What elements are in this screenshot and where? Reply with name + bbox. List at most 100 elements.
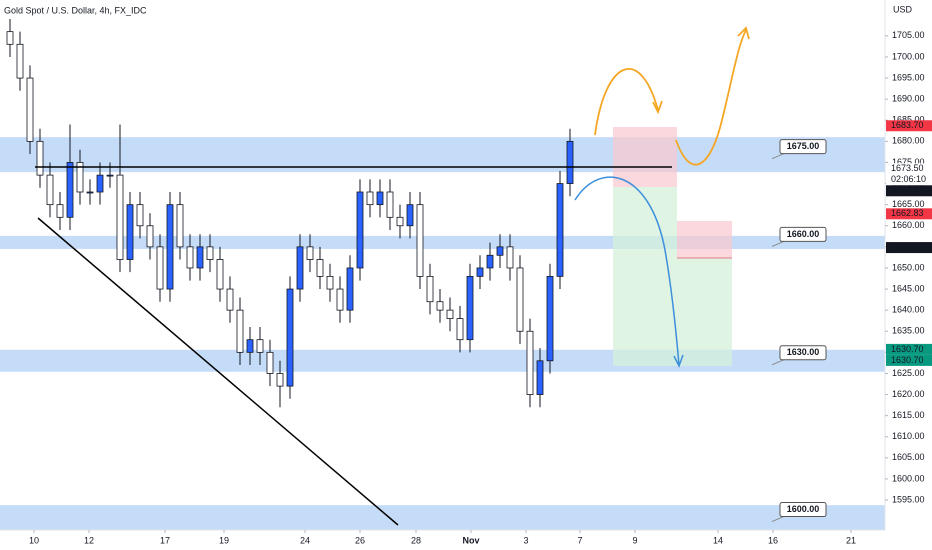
candle-body [486, 254, 494, 269]
candle [536, 348, 544, 408]
candle [236, 297, 244, 366]
zone [0, 349, 885, 372]
candle [56, 191, 64, 230]
y-tick-label: 1665.00 [892, 199, 925, 209]
zone-label-box [779, 139, 827, 155]
zone-label-box [779, 226, 827, 242]
candle-body [196, 246, 204, 269]
x-tick-label: 16 [768, 535, 778, 545]
candle [406, 191, 414, 239]
zone-label: 1630.00 [787, 347, 820, 357]
candle [26, 65, 34, 155]
y-tick-label: 1650.00 [892, 262, 925, 272]
y-tick-label: 1605.00 [892, 452, 925, 462]
candle [546, 263, 554, 374]
candle [506, 234, 514, 281]
zone-labels: 1675.00 1660.00 1630.00 1600.00 [771, 139, 827, 523]
candle-body [316, 259, 324, 277]
candle-body [206, 246, 214, 260]
candle-body [446, 309, 454, 319]
price-badge-sub: 02:06:10 [891, 174, 926, 184]
candle-body [306, 246, 314, 260]
price-badge-label: 1630.70 [891, 344, 924, 354]
candle-body [336, 288, 344, 311]
candle-body [426, 275, 434, 303]
x-tick-label: 10 [29, 535, 39, 545]
candle-body [436, 301, 444, 311]
candle [336, 276, 344, 323]
x-tick-label: 19 [219, 535, 229, 545]
candle-body [246, 339, 254, 353]
arrow-head [673, 354, 684, 368]
price-badge-bg [886, 354, 932, 366]
zones [0, 137, 885, 530]
y-tick-label: 1675.00 [892, 157, 925, 167]
candle [66, 124, 74, 230]
candle [206, 234, 214, 273]
candle [476, 255, 484, 290]
candle [156, 234, 164, 302]
x-tick-label: 12 [84, 535, 94, 545]
x-tick-label: 24 [300, 535, 310, 545]
candle [396, 204, 404, 239]
candle [286, 276, 294, 399]
candle-body [286, 288, 294, 387]
short-risk-box [613, 127, 677, 187]
price-badge: 1654.83 [886, 242, 932, 254]
zone-label: 1675.00 [787, 141, 820, 151]
candle [316, 246, 324, 290]
candle [556, 170, 564, 290]
candle [256, 327, 264, 366]
candle [166, 191, 174, 302]
price-badge: 1630.70 [886, 344, 932, 355]
candle-body [166, 204, 174, 290]
y-tick-label: 1620.00 [892, 389, 925, 399]
candle [276, 360, 284, 408]
zone-label-box [779, 345, 827, 361]
x-tick-label: 14 [713, 535, 723, 545]
price-badge-bg [886, 120, 932, 132]
candle [436, 289, 444, 323]
candle-body [546, 275, 554, 362]
candle-body [106, 174, 114, 177]
candle-body [136, 204, 144, 227]
candle-body [396, 216, 404, 227]
candle-body [376, 191, 384, 206]
candle [146, 213, 154, 260]
y-tick-label: 1705.00 [892, 30, 925, 40]
projection-arrow [574, 176, 680, 366]
candle-body [96, 174, 104, 193]
x-tick-label: 3 [523, 535, 528, 545]
candle-body [236, 309, 244, 353]
candle-body [66, 162, 74, 218]
candle-body [46, 174, 54, 206]
candle [376, 179, 384, 218]
price-badge: 1683.70 [886, 120, 932, 132]
y-tick-label: 1610.00 [892, 431, 925, 441]
y-tick-label: 1640.00 [892, 305, 925, 315]
candle-body [76, 162, 84, 193]
candle [36, 128, 44, 188]
projection-arrow [675, 29, 747, 166]
projection-arrow [594, 68, 659, 136]
candle-body [226, 288, 234, 311]
candle-body [496, 246, 504, 256]
candle [416, 191, 424, 290]
y-tick-label: 1625.00 [892, 368, 925, 378]
candle-body [56, 204, 64, 218]
drawings [35, 26, 750, 526]
axes: 1595.00 1600.00 1605.00 1610.00 1615.00 1620.… [29, 30, 932, 545]
candle-body [506, 246, 514, 269]
candle-body [36, 140, 44, 176]
candle-body [176, 204, 184, 248]
price-badge-label: 1654.83 [891, 242, 924, 252]
candle-body [86, 191, 94, 194]
arrow-head [737, 26, 750, 40]
candle-body [186, 246, 194, 269]
candle-body [556, 183, 564, 277]
y-tick-label: 1680.00 [892, 136, 925, 146]
candle [76, 149, 84, 205]
candle [456, 305, 464, 353]
candle-body [346, 267, 354, 311]
